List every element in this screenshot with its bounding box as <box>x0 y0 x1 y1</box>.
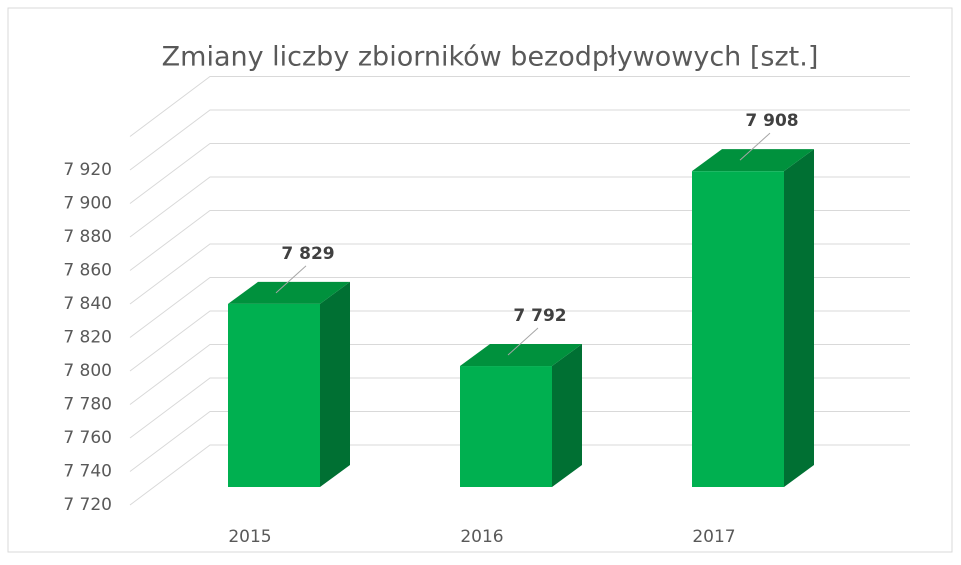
y-tick-label: 7 740 <box>63 462 112 482</box>
bar-side <box>552 344 582 487</box>
value-label: 7 829 <box>281 244 334 264</box>
y-tick-label: 7 760 <box>63 428 112 448</box>
x-tick-label: 2017 <box>692 527 735 547</box>
y-tick-label: 7 800 <box>63 361 112 381</box>
label-leader <box>739 132 771 161</box>
label-leader <box>275 265 307 294</box>
grid-line <box>129 444 910 506</box>
y-tick-label: 7 860 <box>63 261 112 281</box>
grid-line <box>129 109 910 171</box>
grid-line <box>129 310 910 372</box>
bar-top <box>692 149 814 172</box>
grid-line <box>129 411 910 472</box>
y-tick-label: 7 920 <box>63 160 112 180</box>
bar-top <box>460 344 582 367</box>
grid-line <box>129 176 910 238</box>
y-tick-label: 7 900 <box>63 194 112 214</box>
y-tick-label: 7 780 <box>63 395 112 415</box>
x-tick-label: 2016 <box>460 527 503 547</box>
bar <box>692 171 784 487</box>
grid-line <box>129 377 910 439</box>
x-tick-label: 2015 <box>228 527 271 547</box>
value-label: 7 792 <box>513 306 566 326</box>
y-tick-label: 7 840 <box>63 294 112 314</box>
bar-side <box>320 281 350 487</box>
value-label: 7 908 <box>745 111 798 131</box>
label-leader <box>507 327 539 356</box>
bar-side <box>784 149 814 487</box>
grid-line <box>129 277 910 338</box>
chart-title: Zmiany liczby zbiorników bezodpływowych … <box>162 42 819 73</box>
grid-line <box>129 243 910 305</box>
wall-top <box>129 76 910 137</box>
y-tick-label: 7 880 <box>63 227 112 247</box>
grid-line <box>129 210 910 271</box>
bar-top <box>228 281 350 304</box>
grid-line <box>129 143 910 204</box>
y-tick-label: 7 720 <box>63 495 112 515</box>
grid-line <box>129 344 910 405</box>
bar <box>228 303 320 487</box>
bar <box>460 366 552 487</box>
y-tick-label: 7 820 <box>63 328 112 348</box>
